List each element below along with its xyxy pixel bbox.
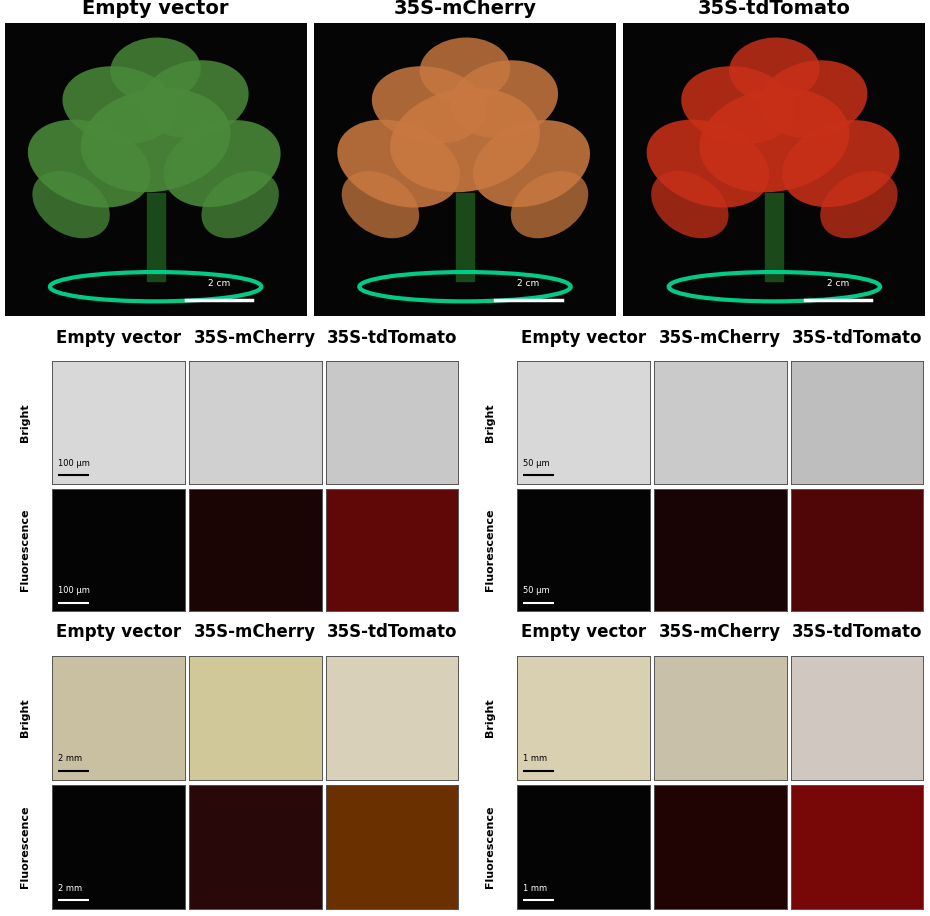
Ellipse shape xyxy=(338,120,460,208)
Text: 2 cm: 2 cm xyxy=(517,279,539,289)
Text: 35S-mCherry: 35S-mCherry xyxy=(194,623,316,641)
Text: 1 mm: 1 mm xyxy=(523,755,547,764)
Ellipse shape xyxy=(202,171,279,238)
Text: 1 mm: 1 mm xyxy=(523,884,547,893)
Ellipse shape xyxy=(62,66,177,144)
Text: 35S-mCherry: 35S-mCherry xyxy=(393,0,537,18)
Ellipse shape xyxy=(390,88,540,192)
Text: 35S-mCherry: 35S-mCherry xyxy=(659,329,781,347)
Text: 2 cm: 2 cm xyxy=(208,279,230,289)
Text: 2 cm: 2 cm xyxy=(827,279,849,289)
Text: 100 μm: 100 μm xyxy=(58,586,89,595)
Ellipse shape xyxy=(511,171,589,238)
Text: 35S-tdTomato: 35S-tdTomato xyxy=(791,329,923,347)
Ellipse shape xyxy=(782,120,899,207)
Text: 2 mm: 2 mm xyxy=(58,884,82,893)
Text: 2 mm: 2 mm xyxy=(58,755,82,764)
Ellipse shape xyxy=(164,120,281,207)
Ellipse shape xyxy=(33,171,110,238)
Ellipse shape xyxy=(372,66,485,144)
Text: 35S-tdTomato: 35S-tdTomato xyxy=(698,0,851,18)
Ellipse shape xyxy=(419,38,511,102)
Text: Empty vector: Empty vector xyxy=(521,623,646,641)
Bar xyxy=(765,193,783,281)
Text: Fluorescence: Fluorescence xyxy=(485,805,495,889)
Ellipse shape xyxy=(450,60,558,138)
Text: Empty vector: Empty vector xyxy=(83,0,229,18)
Ellipse shape xyxy=(651,171,728,238)
Text: Fluorescence: Fluorescence xyxy=(20,508,30,591)
Ellipse shape xyxy=(820,171,897,238)
Text: Fluorescence: Fluorescence xyxy=(20,805,30,889)
Text: Empty vector: Empty vector xyxy=(56,329,181,347)
Ellipse shape xyxy=(111,38,201,102)
Text: Bright: Bright xyxy=(485,403,495,442)
Text: Empty vector: Empty vector xyxy=(521,329,646,347)
Text: 35S-tdTomato: 35S-tdTomato xyxy=(326,623,458,641)
Text: 35S-mCherry: 35S-mCherry xyxy=(659,623,781,641)
Text: 100 μm: 100 μm xyxy=(58,459,89,468)
Ellipse shape xyxy=(646,120,769,208)
Ellipse shape xyxy=(28,120,151,208)
Text: 50 μm: 50 μm xyxy=(523,586,550,595)
Text: 35S-tdTomato: 35S-tdTomato xyxy=(791,623,923,641)
Text: 35S-mCherry: 35S-mCherry xyxy=(194,329,316,347)
Bar xyxy=(147,193,165,281)
Text: Bright: Bright xyxy=(20,698,30,736)
Ellipse shape xyxy=(141,60,248,138)
Ellipse shape xyxy=(81,88,231,192)
Text: Fluorescence: Fluorescence xyxy=(485,508,495,591)
Ellipse shape xyxy=(682,66,795,144)
Text: Bright: Bright xyxy=(20,403,30,442)
Ellipse shape xyxy=(341,171,419,238)
Ellipse shape xyxy=(729,38,819,102)
Text: 35S-tdTomato: 35S-tdTomato xyxy=(326,329,458,347)
Ellipse shape xyxy=(760,60,868,138)
Ellipse shape xyxy=(699,88,849,192)
Text: Empty vector: Empty vector xyxy=(56,623,181,641)
Text: 50 μm: 50 μm xyxy=(523,459,550,468)
Bar xyxy=(456,193,474,281)
Text: Bright: Bright xyxy=(485,698,495,736)
Ellipse shape xyxy=(472,120,590,207)
